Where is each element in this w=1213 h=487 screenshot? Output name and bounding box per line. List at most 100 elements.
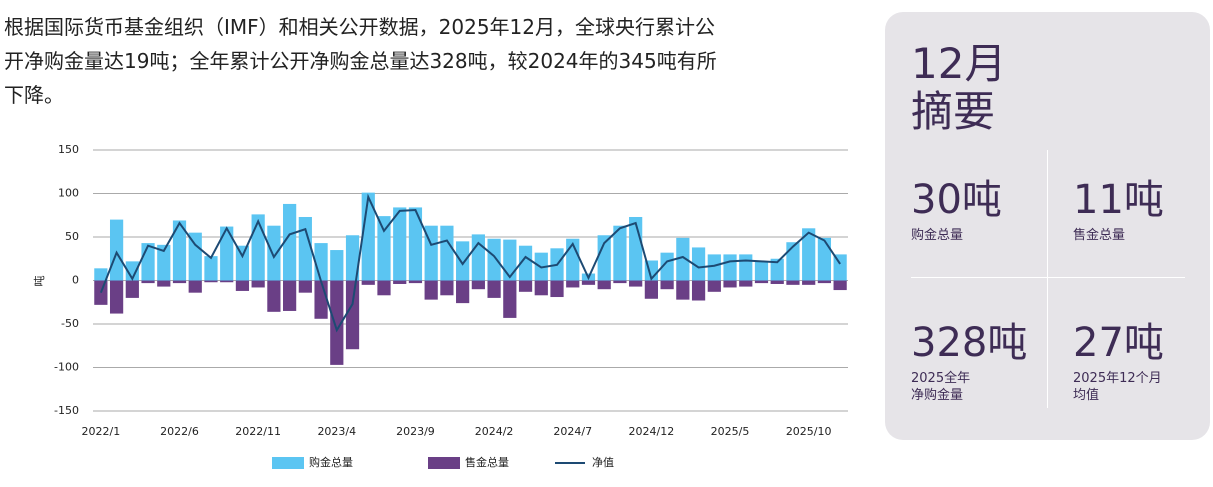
bar bbox=[503, 280, 517, 318]
bar bbox=[597, 235, 611, 281]
legend-swatch bbox=[272, 457, 304, 469]
bar bbox=[408, 207, 423, 281]
bar bbox=[188, 280, 202, 293]
bar bbox=[283, 280, 297, 311]
bar bbox=[503, 239, 517, 281]
bar bbox=[157, 280, 171, 287]
bar bbox=[754, 261, 769, 281]
intro-line: 开净购金量达19吨；全年累计公开净购金总量达328吨，较2024年的345吨有所 bbox=[4, 49, 717, 73]
bar bbox=[691, 247, 706, 281]
bar bbox=[456, 241, 470, 281]
y-tick-label: -150 bbox=[54, 404, 79, 417]
stat-label: 售金总量 bbox=[1073, 228, 1126, 243]
bar bbox=[235, 245, 250, 281]
stat: 11吨 售金总量 bbox=[1073, 177, 1164, 244]
bar bbox=[94, 280, 108, 305]
x-tick-label: 2022/11 bbox=[235, 425, 281, 438]
bar bbox=[629, 280, 643, 287]
bar bbox=[581, 280, 596, 285]
summary-title-line: 摘要 bbox=[911, 87, 996, 136]
stat-value: 30吨 bbox=[911, 177, 1002, 223]
bar bbox=[770, 258, 784, 281]
bar bbox=[267, 280, 281, 312]
bar bbox=[723, 254, 737, 281]
bar bbox=[141, 243, 155, 281]
stat-value: 328吨 bbox=[911, 320, 1028, 366]
bar bbox=[204, 256, 218, 281]
bar bbox=[94, 268, 108, 281]
bar bbox=[754, 280, 769, 284]
bar bbox=[739, 254, 753, 281]
x-tick-label: 2025/10 bbox=[786, 425, 832, 438]
bar bbox=[377, 280, 391, 296]
bar bbox=[440, 225, 454, 281]
bar bbox=[109, 280, 124, 314]
bar bbox=[487, 238, 501, 281]
bar bbox=[597, 280, 611, 290]
bar bbox=[786, 242, 800, 281]
bar bbox=[314, 280, 328, 319]
bar bbox=[471, 234, 485, 281]
stat: 328吨 2025全年 净购金量 bbox=[911, 320, 1027, 404]
bar bbox=[157, 244, 171, 281]
legend-label: 售金总量 bbox=[465, 455, 509, 469]
bar bbox=[566, 280, 580, 288]
bar bbox=[330, 280, 344, 365]
line bbox=[99, 193, 841, 333]
bar bbox=[251, 214, 265, 281]
legend-label: 购金总量 bbox=[309, 455, 353, 469]
bar bbox=[723, 280, 737, 288]
y-tick-label: 0 bbox=[72, 274, 79, 287]
x-tick-label: 2024/12 bbox=[629, 425, 675, 438]
bar bbox=[534, 280, 548, 296]
bar bbox=[644, 280, 658, 299]
y-axis-label: 吨 bbox=[33, 276, 46, 287]
bar bbox=[707, 280, 721, 292]
bar bbox=[408, 280, 423, 284]
stat-value: 11吨 bbox=[1073, 177, 1164, 223]
bar bbox=[393, 280, 407, 284]
bar bbox=[833, 254, 847, 281]
y-tick-label: 150 bbox=[58, 143, 79, 156]
bar bbox=[188, 232, 202, 281]
bar bbox=[518, 245, 533, 281]
bar bbox=[817, 280, 832, 284]
bar bbox=[660, 280, 674, 290]
stat-label: 购金总量 bbox=[911, 228, 964, 243]
y-tick-label: -50 bbox=[61, 317, 79, 330]
bar bbox=[676, 237, 690, 281]
x-tick-label: 2023/9 bbox=[396, 425, 435, 438]
intro-line: 根据国际货币基金组织（IMF）和相关公开数据，2025年12月，全球央行累计公 bbox=[4, 15, 716, 39]
bar bbox=[125, 280, 139, 298]
x-tick-label: 2023/4 bbox=[317, 425, 356, 438]
bar bbox=[251, 280, 265, 288]
stat: 30吨 购金总量 bbox=[911, 177, 1002, 244]
x-tick-label: 2022/1 bbox=[82, 425, 121, 438]
bar bbox=[691, 280, 706, 301]
x-tick-label: 2025/5 bbox=[711, 425, 750, 438]
bar bbox=[220, 226, 234, 281]
bar bbox=[298, 280, 312, 293]
bar bbox=[676, 280, 690, 300]
bar bbox=[833, 280, 847, 291]
bar bbox=[550, 280, 564, 298]
summary-panel: 12月 摘要 30吨 购金总量 11吨 售金总量 328吨 2025全年 净购金… bbox=[885, 12, 1210, 440]
x-tick-label: 2024/2 bbox=[475, 425, 514, 438]
bar bbox=[802, 228, 816, 281]
bar bbox=[267, 225, 281, 281]
bar bbox=[817, 237, 832, 281]
x-tick-label: 2022/6 bbox=[160, 425, 199, 438]
legend-label: 净值 bbox=[592, 455, 614, 469]
intro-text: 根据国际货币基金组织（IMF）和相关公开数据，2025年12月，全球央行累计公 … bbox=[4, 10, 864, 112]
y-tick-label: 50 bbox=[65, 230, 79, 243]
bar bbox=[283, 203, 297, 281]
divider bbox=[1047, 150, 1048, 408]
bar bbox=[471, 280, 485, 290]
bar bbox=[613, 225, 627, 281]
y-tick-label: 100 bbox=[58, 187, 79, 200]
stat-label: 2025全年 bbox=[911, 371, 971, 386]
bar bbox=[440, 280, 454, 296]
bar bbox=[109, 219, 124, 281]
bar bbox=[770, 280, 784, 284]
bar bbox=[125, 261, 139, 281]
